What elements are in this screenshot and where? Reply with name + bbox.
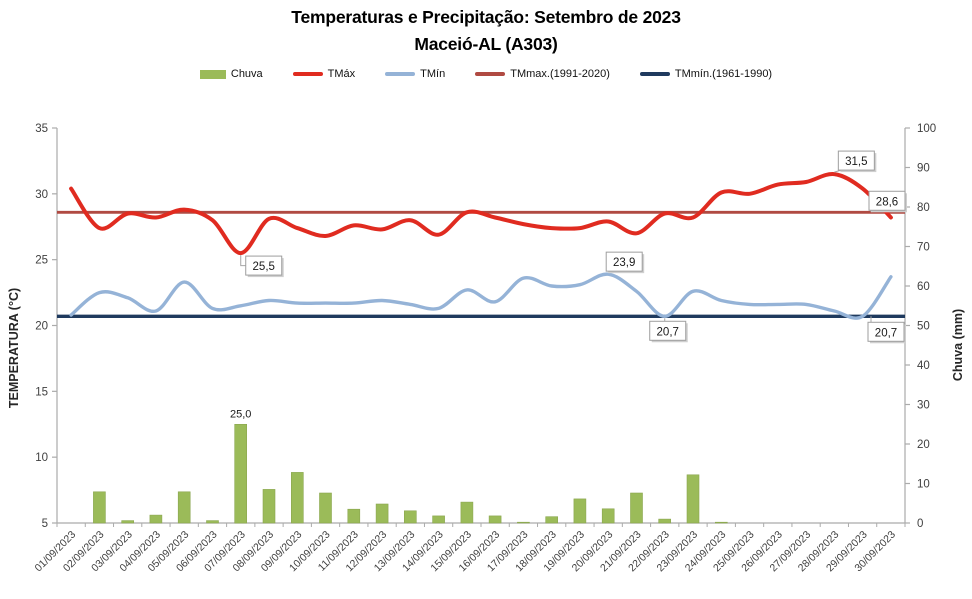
rain-bar <box>262 489 276 524</box>
left-axis-tick-label: 35 <box>35 123 48 135</box>
rain-bar <box>206 520 219 524</box>
right-axis-tick-label: 100 <box>917 123 936 135</box>
annotation-box <box>245 255 283 276</box>
tmin-line <box>69 272 893 320</box>
rain-bar <box>686 474 700 524</box>
rain-bar <box>234 423 247 524</box>
annotation-box <box>868 190 906 211</box>
right-axis-tick-label: 70 <box>917 242 930 254</box>
right-axis-tick-label: 30 <box>917 400 930 412</box>
annotation-value-label: 31,5 <box>845 156 867 168</box>
left-axis-title: TEMPERATURA (°C) <box>7 288 21 408</box>
right-axis-tick-label: 80 <box>917 202 930 214</box>
rain-bar <box>432 515 445 524</box>
legend-label: TMáx <box>327 68 356 80</box>
rain-bar <box>375 503 389 524</box>
legend-item-3: TMín <box>385 68 445 80</box>
rain-bar <box>601 508 615 524</box>
rain-bar <box>93 491 106 524</box>
rain-bar <box>319 492 332 524</box>
annotation-box <box>649 320 687 341</box>
rain-bar <box>573 498 587 524</box>
annotation-box <box>605 251 643 272</box>
left-axis-tick-label: 25 <box>35 255 48 267</box>
annotation-value-label: 28,6 <box>876 196 898 208</box>
rain-bar <box>121 520 134 524</box>
bar-value-label: 25,0 <box>230 408 251 420</box>
annotation-box <box>837 150 875 171</box>
chart-legend: Chuva TMáx TMín TMmax.(1991-2020) TMmín.(196… <box>0 68 972 80</box>
right-axis-tick-label: 20 <box>917 439 930 451</box>
rain-bar <box>658 518 672 524</box>
tmax-line <box>69 172 893 256</box>
legend-label: TMmax.(1991-2020) <box>510 68 610 80</box>
chart-title-line2: Maceió-AL (A303) <box>414 34 558 55</box>
annotation-value-label: 20,7 <box>875 327 897 339</box>
rain-bar <box>630 492 643 524</box>
legend-line-swatch <box>292 72 323 76</box>
rain-bar <box>290 472 304 524</box>
right-axis-tick-label: 90 <box>917 163 930 175</box>
right-axis-tick-label: 50 <box>917 321 930 333</box>
rain-bar <box>347 508 361 524</box>
rain-bar <box>460 501 474 524</box>
chart-plot: 5 10 15 20 25 30 35 0 10 20 30 40 50 60 70 80 90 100 TEMPE… <box>7 123 965 574</box>
chart-title: Temperaturas e Precipitação: Setembro de… <box>0 4 972 58</box>
annotation-value-label: 25,5 <box>253 261 275 273</box>
right-axis-title: Chuva (mm) <box>951 309 965 381</box>
annotation-value-label: 20,7 <box>657 326 679 338</box>
chart-title-line1: Temperaturas e Precipitação: Setembro de… <box>291 7 681 27</box>
rain-bar <box>177 491 191 524</box>
rain-bar <box>517 521 530 524</box>
left-axis-tick-label: 30 <box>35 189 48 201</box>
legend-bar-swatch <box>199 69 226 79</box>
legend-label: Chuva <box>230 68 263 80</box>
right-axis-tick-label: 60 <box>917 281 930 293</box>
left-axis-tick-label: 10 <box>35 452 48 464</box>
left-axis-tick-label: 5 <box>42 518 48 530</box>
legend-item-2: TMáx <box>292 68 356 80</box>
left-axis-tick-label: 20 <box>35 321 48 333</box>
legend-line-swatch <box>639 72 670 76</box>
rain-bar <box>714 521 728 524</box>
annotation-leader <box>240 255 246 267</box>
rain-bar <box>488 515 502 524</box>
left-axis-tick-label: 15 <box>35 386 48 398</box>
legend-item-1: Chuva <box>199 68 263 80</box>
annotation-value-label: 23,9 <box>613 257 635 269</box>
right-axis-tick-label: 10 <box>917 479 930 491</box>
legend-item-4: TMmax.(1991-2020) <box>475 68 610 80</box>
legend-line-swatch <box>475 72 506 76</box>
legend-item-5: TMmín.(1961-1990) <box>639 68 773 80</box>
right-axis-tick-label: 40 <box>917 360 930 372</box>
rain-bar <box>403 510 417 524</box>
legend-line-swatch <box>385 72 416 76</box>
legend-label: TMmín.(1961-1990) <box>674 68 773 80</box>
annotation-box <box>867 321 905 342</box>
rain-bar <box>545 516 559 524</box>
legend-label: TMín <box>420 68 446 80</box>
rain-bar <box>149 514 163 524</box>
right-axis-tick-label: 0 <box>917 518 923 530</box>
